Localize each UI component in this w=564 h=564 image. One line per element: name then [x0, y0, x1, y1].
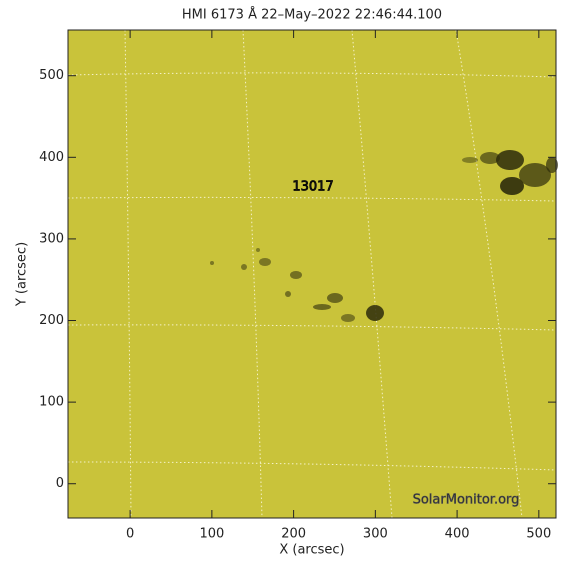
y-axis-label: Y (arcsec) [15, 242, 30, 307]
region-label: 13017 [292, 180, 333, 195]
x-tick-label: 500 [526, 527, 551, 542]
watermark: SolarMonitor.org [413, 493, 520, 508]
x-tick-label: 300 [363, 527, 388, 542]
plot-frame [67, 29, 557, 519]
solar-image [68, 30, 556, 518]
x-tick-label: 100 [199, 527, 224, 542]
y-tick-label: 0 [56, 476, 64, 491]
y-tick-label: 400 [39, 150, 64, 165]
y-tick-label: 500 [39, 68, 64, 83]
y-tick-label: 200 [39, 313, 64, 328]
sunspots [210, 150, 558, 322]
x-tick-label: 200 [281, 527, 306, 542]
x-tick-label: 400 [445, 527, 470, 542]
heliographic-grid [67, 29, 557, 519]
y-tick-label: 300 [39, 231, 64, 246]
y-tick-label: 100 [39, 395, 64, 410]
x-axis-label: X (arcsec) [279, 543, 344, 558]
chart-title: HMI 6173 Å 22–May–2022 22:46:44.100 [182, 7, 442, 23]
x-tick-label: 0 [126, 527, 134, 542]
